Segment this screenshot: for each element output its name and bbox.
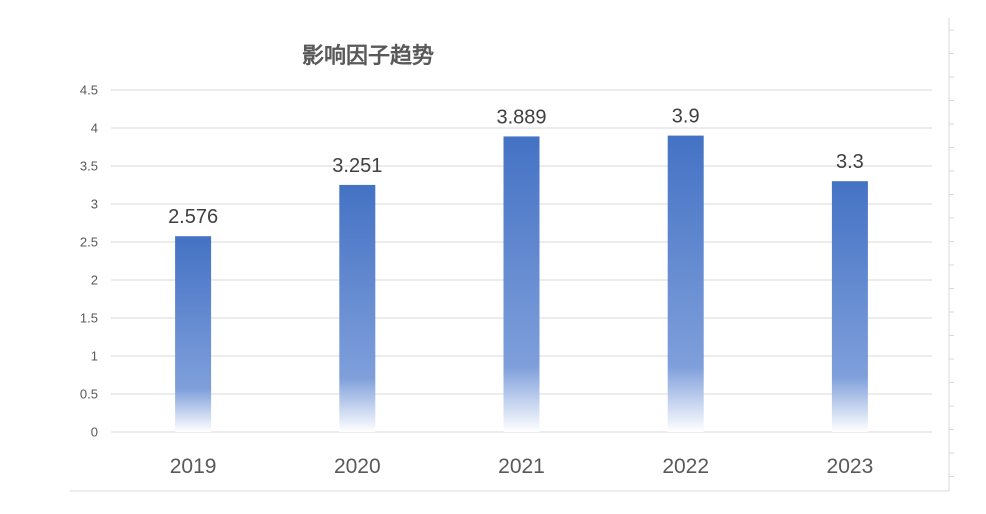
chart-title: 影响因子趋势: [302, 43, 434, 69]
y-tick-label: 2.5: [80, 235, 98, 250]
x-tick-label: 2020: [334, 455, 381, 478]
y-axis-ticks: 0 0.5 1 1.5 2 2.5 3 3.5 4 4.5: [80, 83, 98, 440]
bar-2020: [339, 184, 376, 432]
y-tick-label: 1.5: [80, 311, 98, 326]
data-labels: 2.576 3.251 3.889 3.9 3.3: [168, 106, 864, 229]
x-tick-label: 2022: [662, 455, 709, 478]
data-label-2021: 3.889: [496, 106, 546, 128]
data-label-2019: 2.576: [168, 206, 218, 228]
y-tick-label: 2: [91, 273, 98, 288]
data-label-2023: 3.3: [836, 151, 864, 173]
chart-border-ticks: [949, 29, 954, 477]
bar-2021: [503, 136, 540, 432]
x-tick-label: 2023: [827, 455, 874, 478]
bars: [175, 135, 868, 432]
x-tick-label: 2021: [498, 455, 545, 478]
bar-2019: [175, 236, 212, 432]
y-tick-label: 4: [91, 121, 98, 136]
bar-2023: [831, 181, 868, 432]
y-tick-label: 4.5: [80, 83, 98, 98]
y-tick-label: 0: [91, 425, 98, 440]
y-tick-label: 0.5: [80, 387, 98, 402]
y-tick-label: 3: [91, 197, 98, 212]
y-tick-label: 3.5: [80, 159, 98, 174]
data-label-2022: 3.9: [672, 106, 700, 128]
x-axis-ticks: 2019 2020 2021 2022 2023: [170, 455, 874, 478]
bar-2022: [667, 135, 704, 432]
data-label-2020: 3.251: [332, 155, 382, 177]
x-tick-label: 2019: [170, 455, 217, 478]
y-tick-label: 1: [91, 349, 98, 364]
